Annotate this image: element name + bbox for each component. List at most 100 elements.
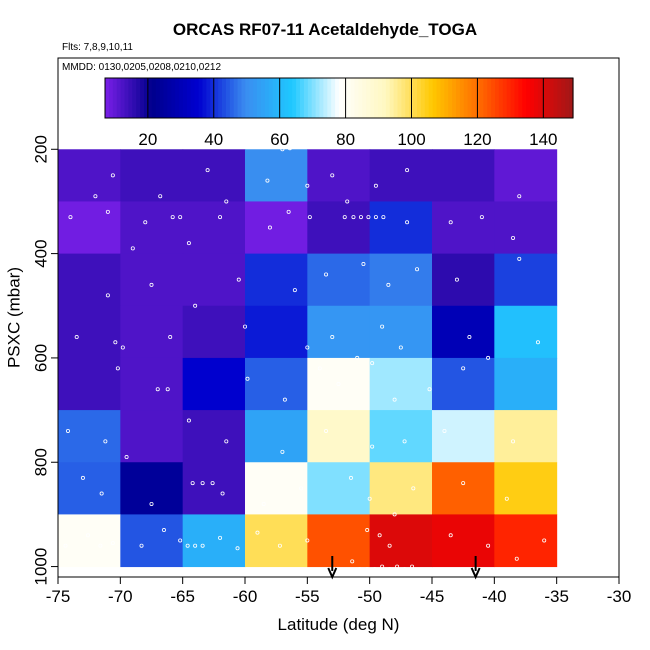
sample-point bbox=[63, 543, 68, 548]
colorbar-segment bbox=[272, 78, 278, 118]
colorbar-segment bbox=[210, 78, 215, 118]
sample-point bbox=[292, 288, 297, 293]
colorbar-segment bbox=[424, 78, 430, 118]
heatmap-cell bbox=[245, 305, 308, 359]
sample-point bbox=[365, 528, 370, 533]
sample-point bbox=[511, 439, 516, 444]
sample-point bbox=[193, 303, 198, 308]
sample-point bbox=[330, 173, 335, 178]
colorbar-segment bbox=[292, 78, 297, 118]
colorbar-segment bbox=[420, 78, 426, 118]
heatmap-cell bbox=[432, 253, 495, 307]
sample-point bbox=[74, 335, 79, 340]
sample-point bbox=[103, 439, 108, 444]
sample-point bbox=[98, 543, 103, 548]
colorbar-segment bbox=[510, 78, 516, 118]
heatmap-cell bbox=[494, 462, 558, 515]
heatmap-cell bbox=[182, 462, 246, 515]
sample-point bbox=[235, 546, 240, 551]
heatmap-cell bbox=[307, 201, 371, 255]
heatmap-cell bbox=[307, 149, 371, 202]
sample-point bbox=[99, 137, 104, 142]
heatmap-cell bbox=[432, 201, 495, 255]
heatmap-cell bbox=[182, 253, 246, 307]
heatmap-cell bbox=[369, 410, 433, 463]
colorbar-segment bbox=[545, 78, 551, 118]
heatmap-cell bbox=[58, 305, 121, 359]
colorbar-tick-label: 40 bbox=[204, 130, 223, 149]
heatmap-cell bbox=[494, 201, 558, 255]
colorbar-segment bbox=[237, 78, 243, 118]
colorbar-segment bbox=[537, 78, 543, 118]
sample-point bbox=[345, 199, 350, 204]
heatmap-cell bbox=[307, 462, 371, 515]
x-tick-label: -45 bbox=[420, 587, 445, 606]
colorbar-segment bbox=[385, 78, 391, 118]
sample-point bbox=[151, 137, 156, 142]
sample-point bbox=[161, 528, 166, 533]
sample-point bbox=[210, 481, 215, 486]
heatmap-cell bbox=[432, 514, 495, 568]
sample-point bbox=[415, 267, 420, 272]
sample-point bbox=[402, 439, 407, 444]
heatmap-cell bbox=[182, 514, 246, 568]
sample-point bbox=[110, 541, 115, 546]
colorbar-segment bbox=[354, 78, 360, 118]
heatmap-cell bbox=[120, 305, 184, 359]
colorbar-segment bbox=[147, 78, 153, 118]
x-tick-label: -60 bbox=[233, 587, 258, 606]
heatmap-cell bbox=[307, 357, 371, 411]
colorbar-segment bbox=[397, 78, 402, 118]
sample-point bbox=[350, 559, 355, 564]
colorbar-segment bbox=[346, 78, 352, 118]
colorbar-segment bbox=[362, 78, 367, 118]
heatmap-cell bbox=[369, 149, 433, 202]
sample-point bbox=[230, 137, 235, 142]
sample-point bbox=[405, 220, 410, 225]
sample-point bbox=[115, 366, 120, 371]
colorbar-segment bbox=[280, 78, 285, 118]
sample-point bbox=[204, 138, 209, 143]
sample-point bbox=[286, 209, 291, 214]
sample-point bbox=[149, 501, 154, 506]
sample-point bbox=[395, 141, 400, 146]
sample-point bbox=[139, 543, 144, 548]
colorbar-segment bbox=[257, 78, 262, 118]
sample-point bbox=[299, 486, 304, 491]
sample-point bbox=[213, 137, 218, 142]
colorbar-tick-label: 20 bbox=[138, 130, 157, 149]
colorbar-segment bbox=[120, 78, 126, 118]
sample-point bbox=[366, 215, 371, 220]
sample-point bbox=[461, 481, 466, 486]
colorbar-segment bbox=[432, 78, 438, 118]
x-tick-label: -30 bbox=[607, 587, 632, 606]
sample-point bbox=[105, 209, 110, 214]
colorbar-segment bbox=[541, 78, 547, 118]
colorbar-segment bbox=[175, 78, 180, 118]
colorbar-tick-label: 80 bbox=[336, 130, 355, 149]
colorbar-segment bbox=[222, 78, 227, 118]
heatmap-cell bbox=[182, 201, 246, 255]
colorbar-segment bbox=[307, 78, 313, 118]
sample-point bbox=[65, 428, 70, 433]
colorbar-segment bbox=[565, 78, 570, 118]
sample-point bbox=[402, 567, 407, 572]
sample-point bbox=[410, 564, 415, 569]
x-tick-label: -65 bbox=[170, 587, 195, 606]
dates-subtitle: MMDD: 0130,0205,0208,0210,0212 bbox=[62, 62, 222, 73]
heatmap-cell bbox=[432, 149, 495, 202]
heatmap-cell bbox=[58, 410, 121, 463]
colorbar-segment bbox=[381, 78, 387, 118]
heatmap-cell bbox=[369, 357, 433, 411]
sample-point bbox=[117, 137, 122, 142]
sample-point bbox=[514, 556, 519, 561]
sample-point bbox=[267, 225, 272, 230]
heatmap-cell bbox=[494, 305, 558, 359]
heatmap-cell bbox=[58, 357, 121, 411]
sample-point bbox=[511, 235, 516, 240]
sample-point bbox=[186, 241, 191, 246]
colorbar-segment bbox=[202, 78, 207, 118]
sample-point bbox=[479, 215, 484, 220]
colorbar-segment bbox=[487, 78, 492, 118]
